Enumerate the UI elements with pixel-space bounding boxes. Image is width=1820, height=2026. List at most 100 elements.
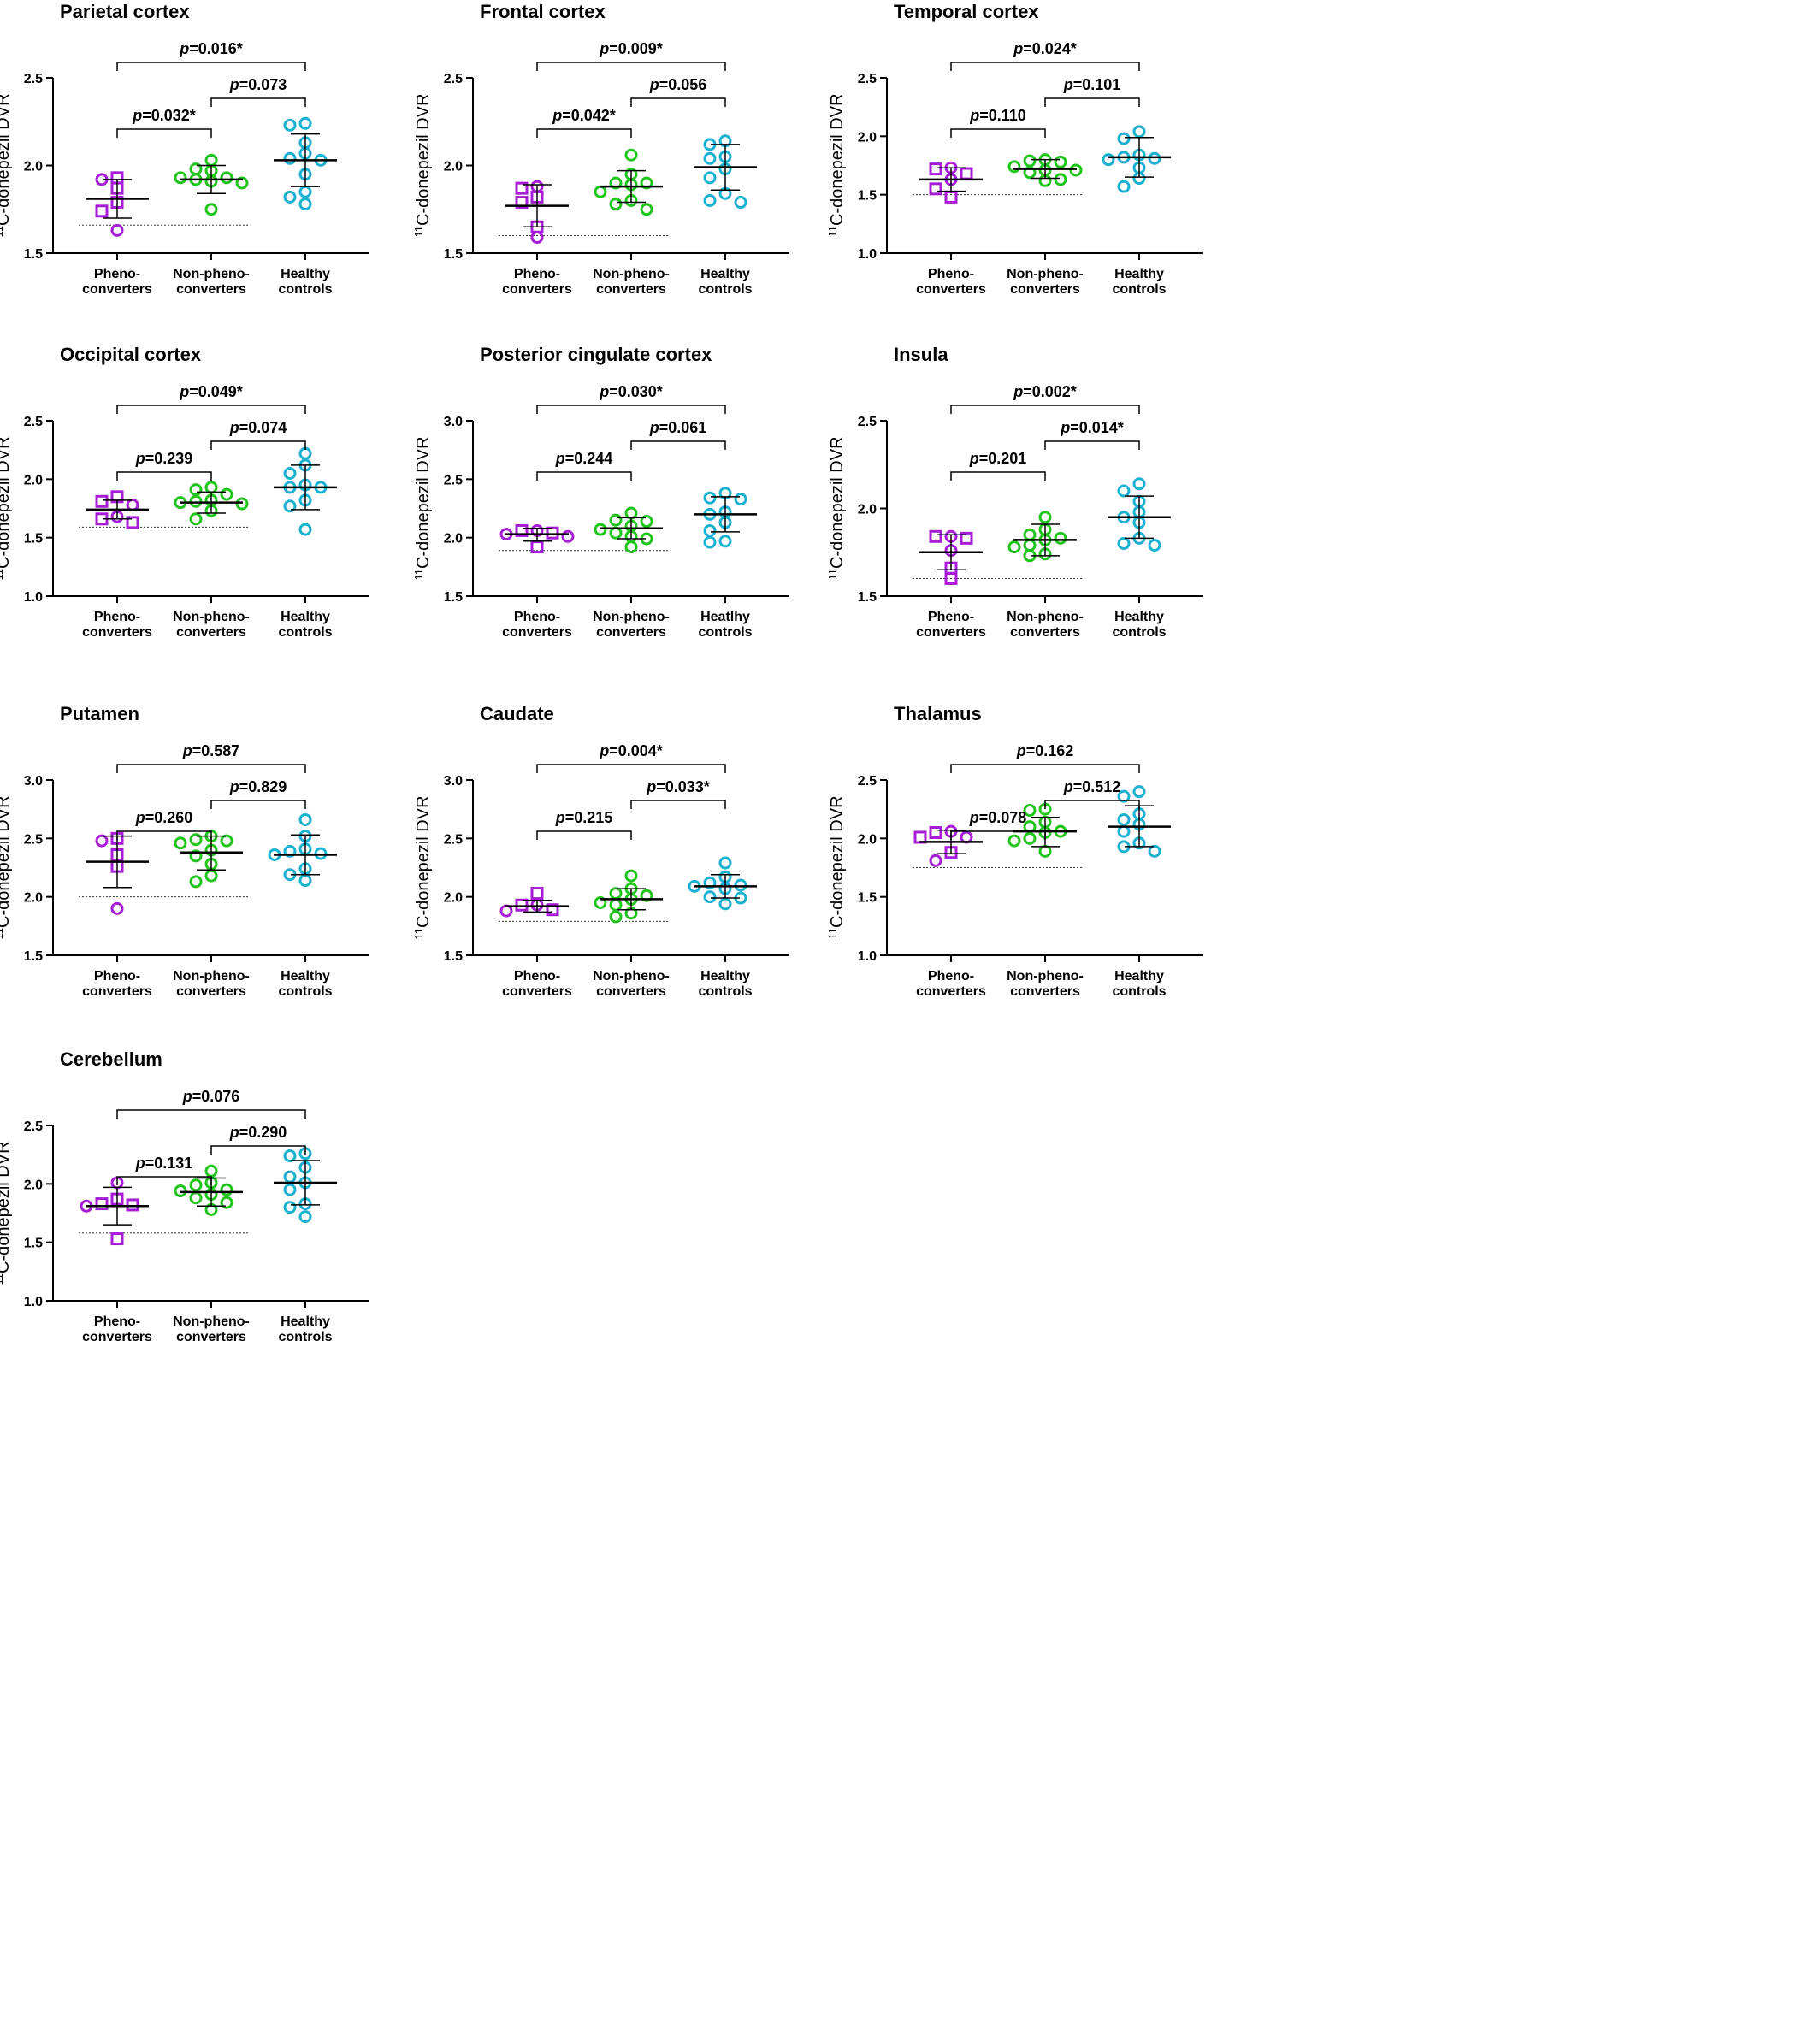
x-tick-label: converters: [502, 984, 572, 999]
p-value-letter: p: [229, 1124, 239, 1141]
p-value-label: p=0.056: [649, 76, 707, 93]
p-value-label: p=0.290: [229, 1124, 287, 1141]
y-tick-label: 1.5: [24, 532, 43, 546]
p-value-number: =0.004*: [609, 742, 663, 759]
p-value-letter: p: [135, 809, 145, 826]
data-point-circle: [1102, 153, 1115, 167]
data-point-square: [95, 494, 109, 508]
p-value-label: p=0.002*: [1013, 383, 1077, 400]
series-pheno: [919, 529, 983, 585]
data-point-circle: [1117, 824, 1131, 838]
data-point-circle: [609, 526, 623, 540]
p-value-number: =0.024*: [1023, 40, 1077, 57]
data-point-circle: [703, 194, 717, 207]
bracket-line: [210, 440, 306, 450]
p-value-letter: p: [552, 107, 562, 124]
data-point-circle: [734, 878, 748, 892]
p-value-number: =0.074: [239, 419, 287, 436]
p-value-letter: p: [229, 419, 239, 436]
data-point-circle: [126, 498, 139, 511]
x-tick-label: converters: [916, 625, 986, 640]
data-point-square: [126, 516, 139, 529]
data-point-circle: [1054, 173, 1067, 186]
bracket-line: [116, 62, 306, 71]
p-value-letter: p: [1016, 742, 1026, 759]
data-point-circle: [220, 834, 233, 848]
data-point-circle: [1023, 539, 1037, 552]
data-point-circle: [1054, 531, 1067, 545]
p-value-bracket: p=0.042*: [536, 107, 632, 138]
p-value-bracket: p=0.032*: [116, 107, 212, 138]
y-tick-label: 1.0: [858, 949, 877, 964]
p-value-label: p=0.024*: [1013, 40, 1077, 57]
p-value-number: =0.101: [1073, 76, 1121, 93]
series-pheno: [86, 490, 149, 529]
data-point-circle: [929, 854, 942, 867]
p-value-letter: p: [1063, 76, 1073, 93]
data-point-circle: [235, 497, 249, 511]
y-tick-label: 2.5: [24, 1119, 43, 1134]
y-axis-label-text: C-donepezil DVR: [828, 436, 847, 569]
x-tick-label: converters: [1010, 984, 1080, 999]
p-value-number: =0.239: [145, 450, 193, 467]
y-axis-label: 11C-donepezil DVR: [826, 795, 847, 939]
x-tick-label: controls: [1112, 984, 1166, 999]
y-axis-label: 11C-donepezil DVR: [412, 93, 433, 237]
data-point-circle: [298, 523, 312, 536]
p-value-bracket: p=0.002*: [950, 383, 1140, 414]
data-point-circle: [298, 198, 312, 211]
bracket-line: [116, 764, 306, 773]
data-point-circle: [703, 890, 717, 904]
p-value-number: =0.512: [1073, 778, 1121, 795]
series-healthy: [274, 446, 337, 536]
p-value-bracket: p=0.049*: [116, 383, 306, 414]
x-tick-label: Pheno-: [928, 267, 974, 281]
data-point-square: [929, 529, 942, 543]
panel-title: Parietal cortex: [60, 1, 190, 22]
data-point-circle: [298, 185, 312, 198]
y-axis-label-superscript: 11: [0, 928, 5, 940]
y-axis-label: 11C-donepezil DVR: [0, 1141, 13, 1285]
x-tick-label: Healthy: [281, 267, 330, 281]
series-healthy: [694, 134, 757, 210]
y-axis-label-superscript: 11: [0, 226, 5, 238]
data-point-circle: [1117, 812, 1131, 826]
panel-title: Insula: [894, 344, 948, 365]
p-value-label: p=0.049*: [179, 383, 243, 400]
p-value-number: =0.049*: [189, 383, 243, 400]
x-tick-label: converters: [82, 282, 152, 297]
y-tick-label: 1.5: [444, 247, 463, 262]
p-value-label: p=0.829: [229, 778, 287, 795]
y-tick-label: 2.5: [24, 72, 43, 86]
x-tick-label: controls: [1112, 282, 1166, 297]
p-value-letter: p: [555, 450, 565, 467]
data-point-square: [515, 181, 529, 195]
data-point-circle: [594, 185, 607, 198]
panel-putamen: Putamen 1.5 2.0 2.5 3.0 11C-donepezil DVR Phen…: [0, 703, 369, 999]
p-value-number: =0.587: [192, 742, 240, 759]
p-value-bracket: p=0.076: [116, 1088, 306, 1119]
p-value-label: p=0.244: [555, 450, 613, 467]
bracket-line: [630, 97, 726, 107]
p-value-bracket: p=0.030*: [536, 383, 726, 414]
data-point-circle: [298, 874, 312, 888]
data-point-circle: [189, 833, 203, 847]
p-value-label: p=0.587: [182, 742, 240, 759]
p-value-number: =0.014*: [1070, 419, 1124, 436]
data-point-circle: [609, 198, 623, 211]
series-healthy: [274, 1147, 337, 1224]
bracket-line: [950, 62, 1140, 71]
y-axis-label-superscript: 11: [826, 928, 839, 940]
data-point-circle: [624, 148, 638, 162]
bracket-line: [210, 97, 306, 107]
data-point-circle: [703, 523, 717, 537]
p-value-bracket: p=0.829: [210, 778, 306, 809]
p-value-letter: p: [969, 809, 979, 826]
x-tick-label: converters: [502, 625, 572, 640]
y-tick-label: 2.5: [858, 415, 877, 429]
panel-title: Occipital cortex: [60, 344, 202, 365]
panel-posterior-cingulate-cortex: Posterior cingulate cortex 1.5 2.0 2.5 3.0 11…: [412, 344, 789, 640]
p-value-letter: p: [1013, 40, 1023, 57]
data-point-circle: [1148, 844, 1161, 858]
data-point-square: [515, 196, 529, 210]
